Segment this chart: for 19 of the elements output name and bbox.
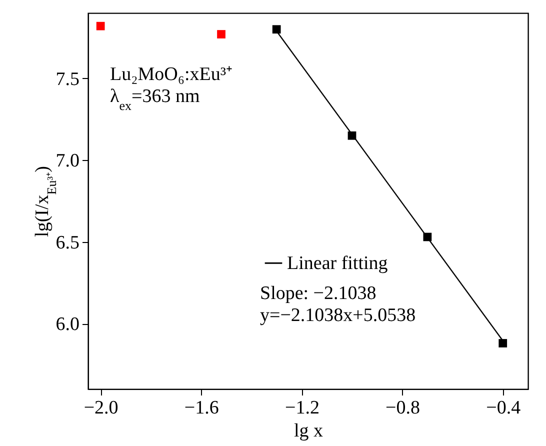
x-tick-label: −1.2 [284,398,320,418]
x-axis-title: lg x [294,420,324,442]
x-tick-label: −2.0 [84,398,118,418]
annotation: Lu₂MoO₆:xEu³⁺ [110,64,232,85]
y-tick-label: 7.5 [56,68,80,90]
annotation: y=−2.1038x+5.0538 [260,305,416,326]
legend-label: Linear fitting [287,253,388,274]
y-tick-label: 6.0 [56,314,80,336]
annotation: λ$_{ex}$=363 nm [110,86,200,112]
point [96,22,105,30]
annotation: Slope: −2.1038 [260,283,376,304]
x-tick-label: −0.4 [486,398,522,418]
point [498,339,508,348]
point [272,25,281,34]
x-tick-label: −1.6 [184,398,219,418]
x-tick-label: −0.8 [386,398,420,418]
point [217,30,226,38]
y-tick-label: 6.5 [56,232,80,254]
y-tick-label: 7.0 [56,150,80,172]
